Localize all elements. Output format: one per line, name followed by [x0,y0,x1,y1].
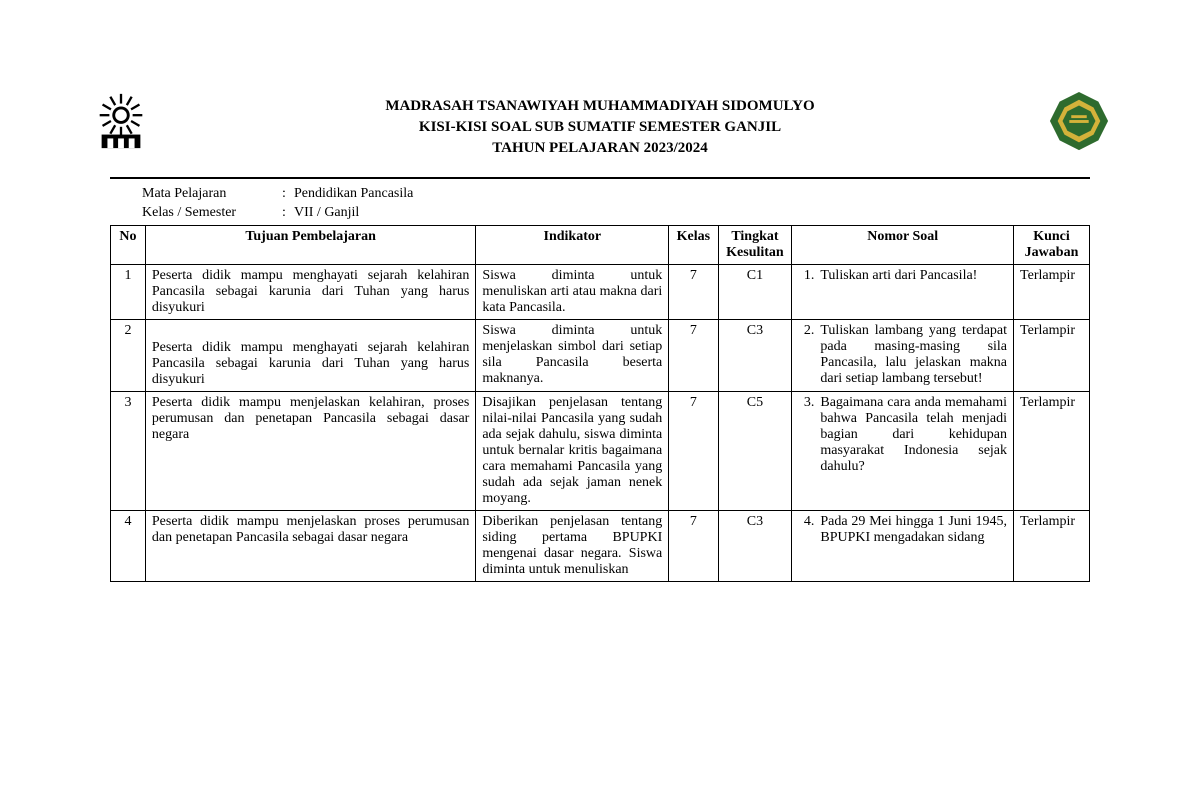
table-body: 1Peserta didik mampu menghayati sejarah … [111,264,1090,581]
cell-indikator: Diberikan penjelasan tentang siding pert… [476,510,669,581]
table-row: 1Peserta didik mampu menghayati sejarah … [111,264,1090,319]
col-kunci: Kunci Jawaban [1014,225,1090,264]
cell-kunci: Terlampir [1014,264,1090,319]
cell-no: 4 [111,510,146,581]
cell-kunci: Terlampir [1014,391,1090,510]
col-indikator: Indikator [476,225,669,264]
meta-colon: : [282,185,294,204]
cell-kunci: Terlampir [1014,510,1090,581]
cell-tingkat: C1 [718,264,792,319]
table-header-row: No Tujuan Pembelajaran Indikator Kelas T… [111,225,1090,264]
cell-tingkat: C5 [718,391,792,510]
table-row: 3Peserta didik mampu menjelaskan kelahir… [111,391,1090,510]
soal-text: Tuliskan lambang yang terdapat pada masi… [820,323,1007,387]
header-line-1: MADRASAH TSANAWIYAH MUHAMMADIYAH SIDOMUL… [152,96,1048,117]
cell-no: 1 [111,264,146,319]
header-line-2: KISI-KISI SOAL SUB SUMATIF SEMESTER GANJ… [152,117,1048,138]
meta-colon: : [282,204,294,223]
muhammadiyah-logo-icon [90,90,152,152]
meta-mapel-label: Mata Pelajaran [142,185,282,204]
soal-number: 2. [798,323,820,387]
kisi-kisi-table: No Tujuan Pembelajaran Indikator Kelas T… [110,225,1090,582]
school-badge-icon [1048,90,1110,152]
cell-kelas: 7 [669,319,718,391]
meta-kelas: Kelas / Semester : VII / Ganjil [142,204,1090,223]
header-title-block: MADRASAH TSANAWIYAH MUHAMMADIYAH SIDOMUL… [152,90,1048,159]
col-no: No [111,225,146,264]
header-line-3: TAHUN PELAJARAN 2023/2024 [152,138,1048,159]
meta-mapel: Mata Pelajaran : Pendidikan Pancasila [142,185,1090,204]
cell-kelas: 7 [669,264,718,319]
letterhead: MADRASAH TSANAWIYAH MUHAMMADIYAH SIDOMUL… [90,90,1110,159]
cell-tujuan: Peserta didik mampu menjelaskan kelahira… [145,391,475,510]
cell-nomor-soal: 3.Bagaimana cara anda memahami bahwa Pan… [792,391,1014,510]
meta-kelas-label: Kelas / Semester [142,204,282,223]
meta-block: Mata Pelajaran : Pendidikan Pancasila Ke… [110,177,1090,582]
cell-indikator: Siswa diminta untuk menuliskan arti atau… [476,264,669,319]
col-tujuan: Tujuan Pembelajaran [145,225,475,264]
col-tingkat: Tingkat Kesulitan [718,225,792,264]
cell-tujuan: Peserta didik mampu menjelaskan proses p… [145,510,475,581]
cell-kunci: Terlampir [1014,319,1090,391]
table-row: 2Peserta didik mampu menghayati sejarah … [111,319,1090,391]
cell-nomor-soal: 2.Tuliskan lambang yang terdapat pada ma… [792,319,1014,391]
meta-mapel-value: Pendidikan Pancasila [294,185,413,204]
cell-tingkat: C3 [718,510,792,581]
soal-number: 4. [798,514,820,546]
meta-kelas-value: VII / Ganjil [294,204,359,223]
cell-no: 2 [111,319,146,391]
soal-text: Bagaimana cara anda memahami bahwa Panca… [820,395,1007,475]
table-row: 4Peserta didik mampu menjelaskan proses … [111,510,1090,581]
cell-tujuan: Peserta didik mampu menghayati sejarah k… [145,319,475,391]
cell-no: 3 [111,391,146,510]
cell-indikator: Disajikan penjelasan tentang nilai-nilai… [476,391,669,510]
cell-indikator: Siswa diminta untuk menjelaskan simbol d… [476,319,669,391]
soal-text: Pada 29 Mei hingga 1 Juni 1945, BPUPKI m… [820,514,1007,546]
document-page: MADRASAH TSANAWIYAH MUHAMMADIYAH SIDOMUL… [0,0,1200,582]
cell-nomor-soal: 4.Pada 29 Mei hingga 1 Juni 1945, BPUPKI… [792,510,1014,581]
col-nomor: Nomor Soal [792,225,1014,264]
cell-nomor-soal: 1.Tuliskan arti dari Pancasila! [792,264,1014,319]
cell-kelas: 7 [669,391,718,510]
soal-number: 1. [798,268,820,284]
cell-tingkat: C3 [718,319,792,391]
soal-number: 3. [798,395,820,475]
cell-tujuan: Peserta didik mampu menghayati sejarah k… [145,264,475,319]
col-kelas: Kelas [669,225,718,264]
cell-kelas: 7 [669,510,718,581]
soal-text: Tuliskan arti dari Pancasila! [820,268,1007,284]
